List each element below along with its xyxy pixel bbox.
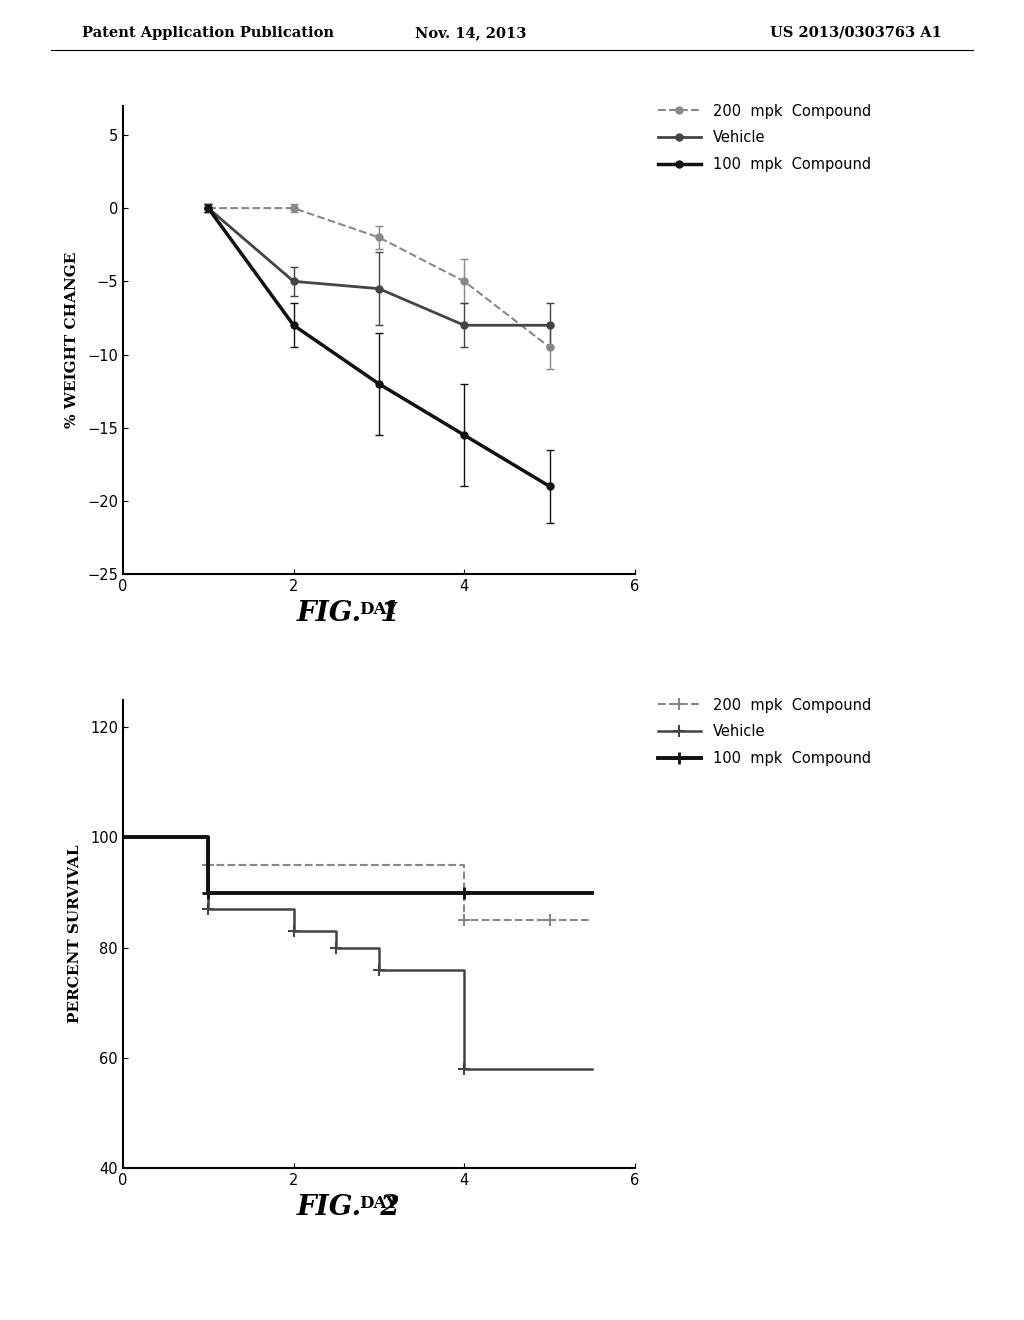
Text: FIG.  2: FIG. 2 xyxy=(296,1195,400,1221)
Text: Patent Application Publication: Patent Application Publication xyxy=(82,26,334,40)
Legend: 200  mpk  Compound, Vehicle, 100  mpk  Compound: 200 mpk Compound, Vehicle, 100 mpk Compo… xyxy=(657,697,871,766)
Y-axis label: % WEIGHT CHANGE: % WEIGHT CHANGE xyxy=(65,252,79,428)
Text: Nov. 14, 2013: Nov. 14, 2013 xyxy=(416,26,526,40)
Text: US 2013/0303763 A1: US 2013/0303763 A1 xyxy=(770,26,942,40)
X-axis label: DAY: DAY xyxy=(359,601,398,618)
Y-axis label: PERCENT SURVIVAL: PERCENT SURVIVAL xyxy=(68,845,82,1023)
Legend: 200  mpk  Compound, Vehicle, 100  mpk  Compound: 200 mpk Compound, Vehicle, 100 mpk Compo… xyxy=(657,103,871,172)
Text: FIG.  1: FIG. 1 xyxy=(296,601,400,627)
X-axis label: DAY: DAY xyxy=(359,1195,398,1212)
